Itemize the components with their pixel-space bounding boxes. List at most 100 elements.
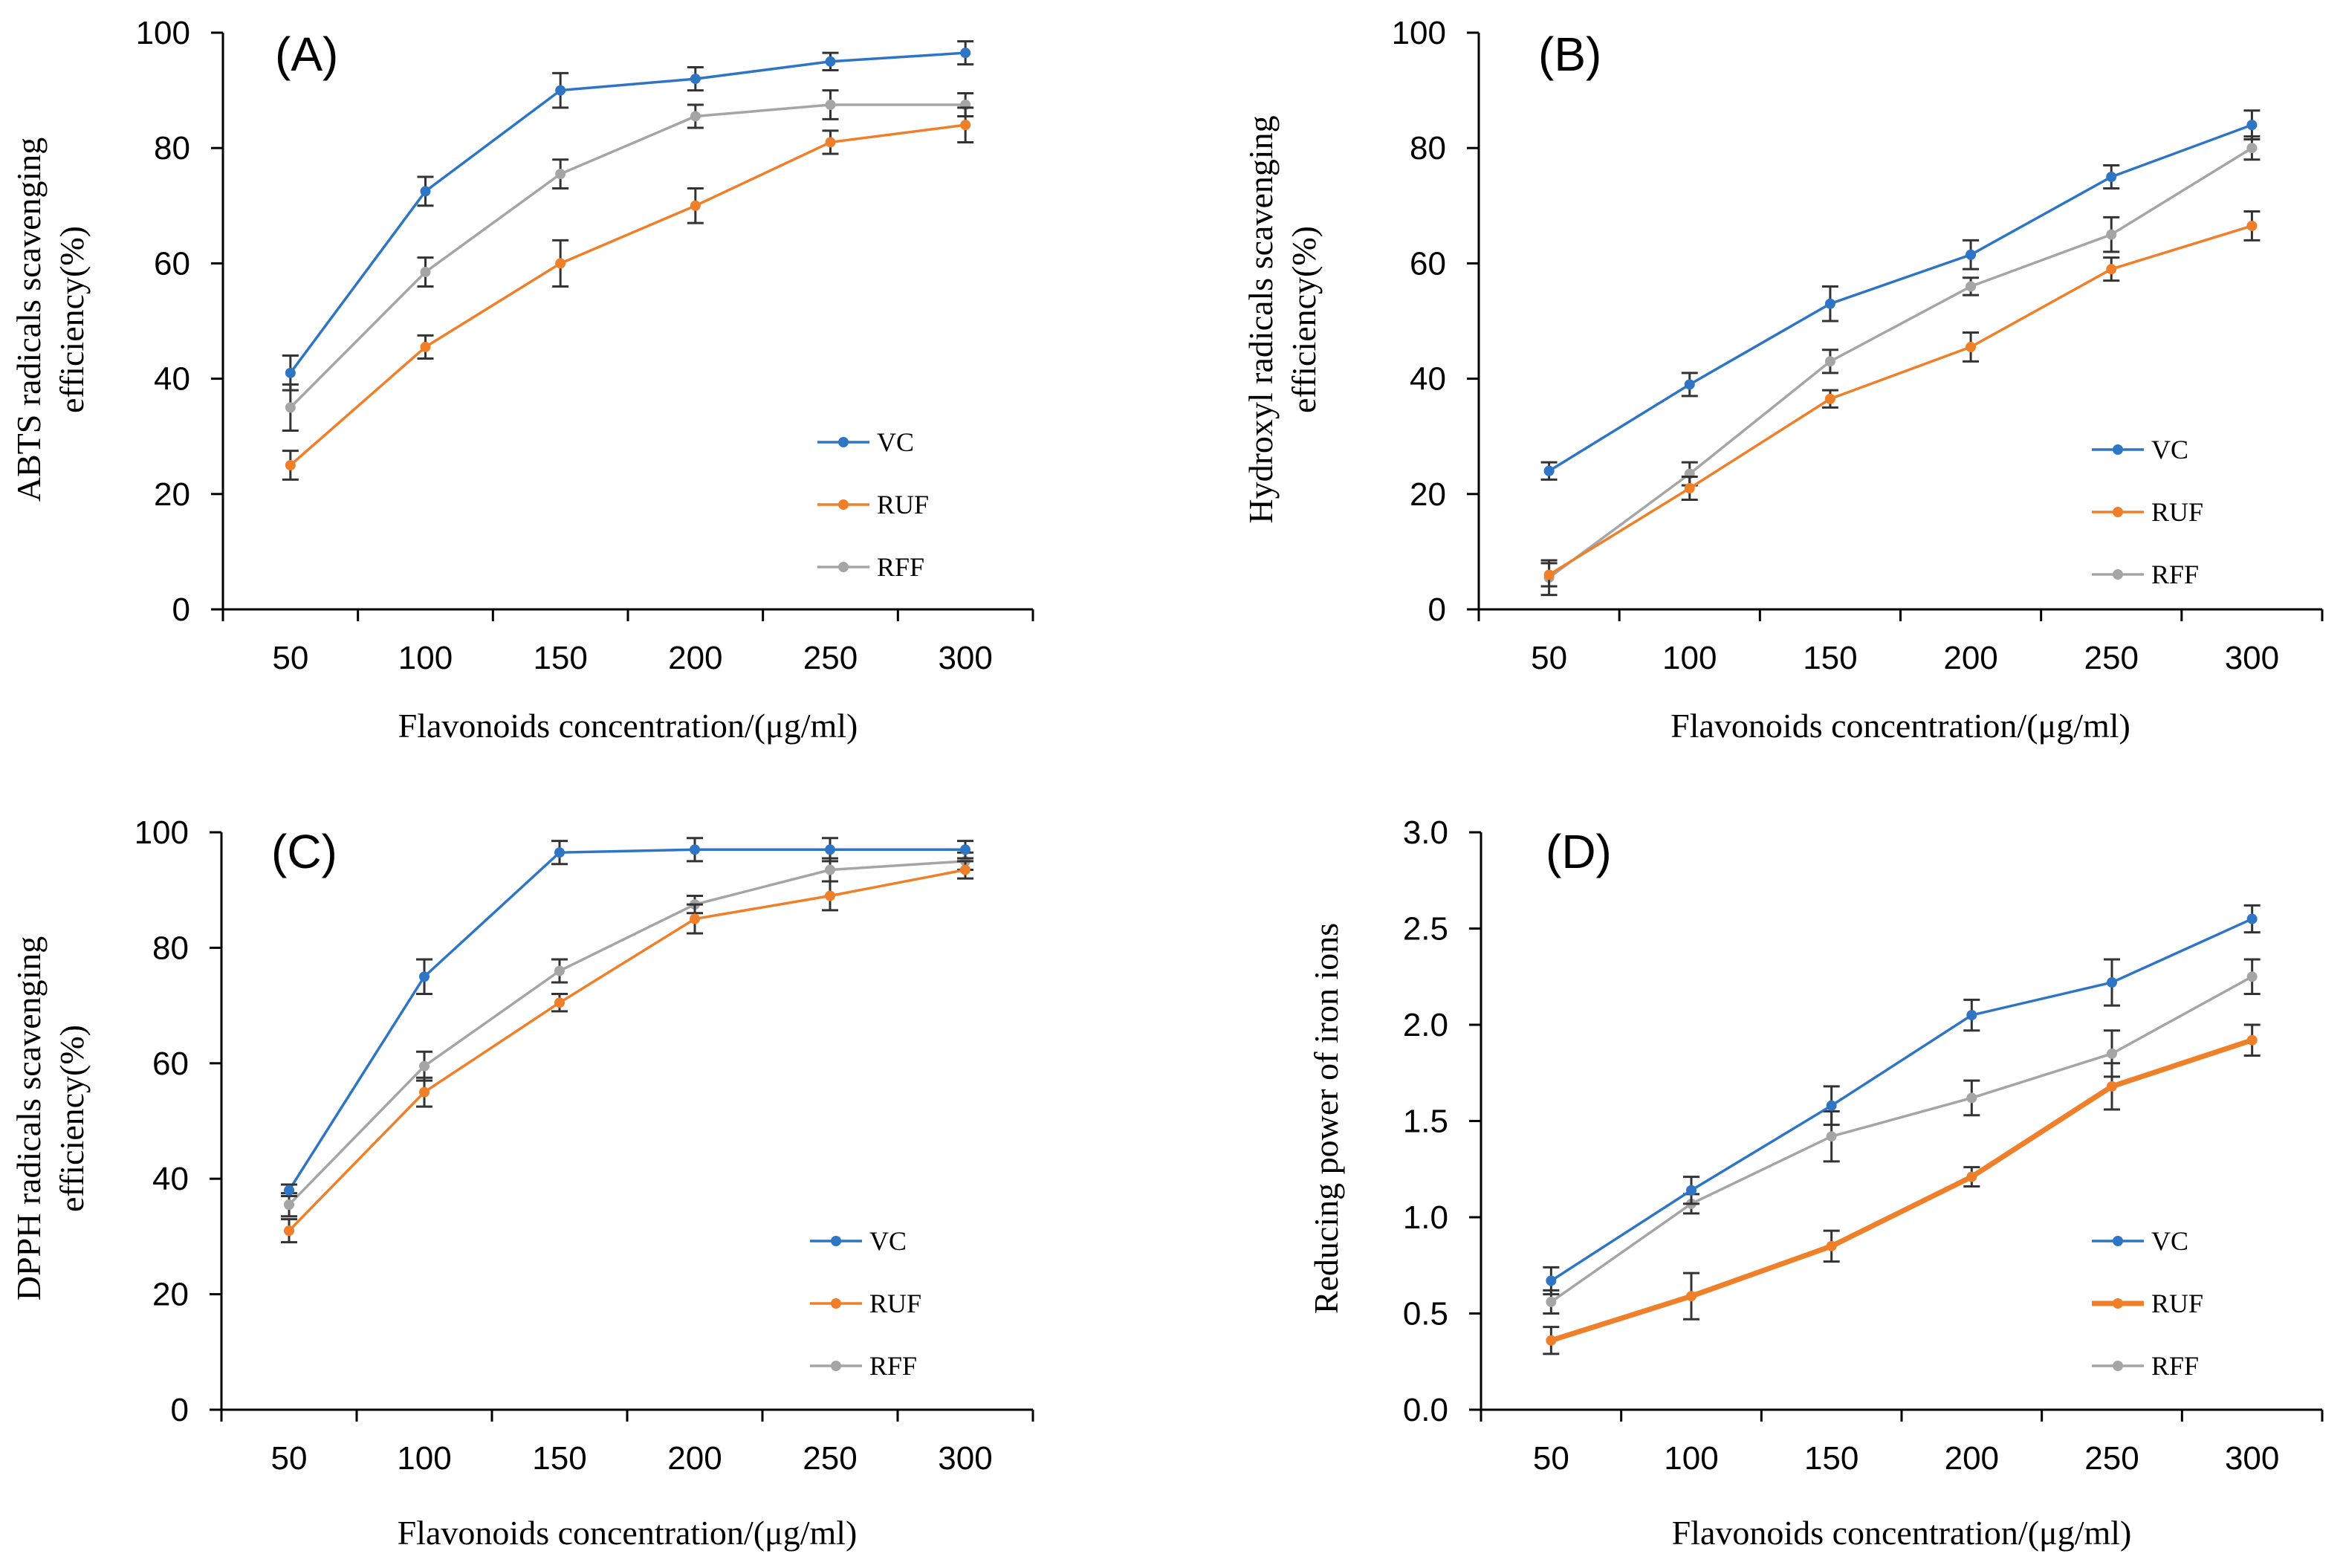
panel-label: (C)	[271, 825, 337, 878]
series-line	[288, 848, 965, 1191]
data-point	[420, 267, 431, 278]
y-axis-title-line: ABTS radicals scavenging	[10, 137, 48, 502]
x-tick-label: 300	[2225, 640, 2279, 676]
x-tick-label: 300	[938, 1440, 992, 1477]
data-point	[419, 1060, 430, 1072]
series-rff	[281, 851, 973, 1218]
y-tick-label: 0	[1428, 592, 1446, 628]
x-tick-label: 100	[1662, 640, 1717, 676]
y-axis-title-line: Hydroxyl radicals scavenging	[1242, 115, 1280, 523]
data-point	[960, 120, 971, 131]
legend-label-rff: RFF	[877, 552, 924, 582]
data-point	[2107, 1081, 2117, 1092]
x-tick-label: 200	[1943, 640, 1997, 676]
y-tick-label: 80	[154, 130, 190, 166]
x-tick-label: 50	[1533, 1440, 1569, 1477]
series-line	[1548, 123, 2253, 473]
data-point	[420, 341, 431, 352]
series-vc	[1540, 109, 2261, 481]
data-point	[555, 258, 566, 269]
data-point	[2107, 977, 2117, 988]
x-tick-label: 50	[1531, 640, 1567, 676]
legend-marker	[831, 1298, 841, 1309]
y-axis-title: Reducing power of iron ions	[1307, 923, 1345, 1314]
data-point	[419, 971, 430, 982]
y-tick-label: 100	[135, 814, 189, 851]
panel-label: (B)	[1538, 27, 1601, 81]
data-point	[284, 1225, 294, 1237]
data-point	[825, 137, 836, 148]
legend-marker	[831, 1236, 841, 1246]
x-tick-label: 100	[398, 640, 453, 676]
series-ruf	[281, 860, 973, 1244]
y-tick-label: 40	[154, 361, 190, 398]
data-point	[1824, 298, 1835, 309]
x-tick-label: 200	[1945, 1440, 1999, 1477]
y-tick-label: 0.0	[1403, 1392, 1448, 1428]
legend-label-ruf: RUF	[869, 1289, 921, 1318]
data-point	[2246, 120, 2258, 131]
x-tick-label: 300	[2225, 1440, 2279, 1477]
y-tick-label: 60	[154, 245, 190, 282]
y-axis-title: Hydroxyl radicals scavenging efficiency(%…	[1242, 115, 1323, 523]
data-point	[1546, 1275, 1557, 1286]
legend-marker	[2113, 507, 2123, 517]
y-tick-label: 1.0	[1403, 1199, 1448, 1236]
data-point	[1686, 1291, 1697, 1302]
y-tick-label: 3.0	[1403, 814, 1448, 851]
chart-panel-a: 0 20 40 60 80 100 50 100 150 200 250 300 Flavonoids …	[10, 15, 1034, 745]
x-tick-label: 150	[532, 1440, 586, 1477]
series-vc	[282, 40, 974, 392]
y-tick-label: 100	[1392, 15, 1446, 51]
x-tick-label: 200	[668, 640, 722, 676]
data-point	[2106, 172, 2117, 182]
y-tick-label: 0	[172, 592, 190, 628]
data-point	[1546, 1335, 1557, 1346]
data-point	[284, 1185, 294, 1196]
series-line	[288, 860, 966, 1206]
chart-panel-d: 0.0 0.5 1.0 1.5 2.0 2.5 3.0 50 100 150 200 250 300 Fl…	[1307, 814, 2324, 1552]
data-point	[825, 844, 835, 855]
legend-label-ruf: RUF	[877, 490, 929, 519]
legend-label-ruf: RUF	[2151, 1289, 2203, 1318]
x-tick-label: 250	[2084, 640, 2139, 676]
series-ruf	[1543, 1023, 2261, 1355]
y-tick-label: 2.0	[1403, 1007, 1448, 1043]
data-point	[690, 74, 701, 85]
y-axis-title-line: DPPH radicals scavenging	[10, 936, 48, 1301]
series-line	[1548, 146, 2253, 579]
x-tick-label: 100	[1664, 1440, 1718, 1477]
legend-marker	[831, 1361, 841, 1371]
y-tick-label: 1.5	[1403, 1104, 1448, 1140]
data-point	[1824, 393, 1835, 404]
series-ruf	[1540, 210, 2261, 588]
data-point	[1826, 1131, 1837, 1142]
data-point	[554, 847, 565, 858]
data-point	[960, 844, 970, 855]
data-point	[1543, 465, 1555, 476]
y-tick-label: 20	[152, 1277, 189, 1313]
legend-marker	[2113, 444, 2123, 455]
x-tick-label: 200	[667, 1440, 722, 1477]
legend-label-vc: VC	[2151, 1226, 2188, 1256]
y-axis-title: DPPH radicals scavenging efficiency(%)	[10, 936, 91, 1301]
y-tick-label: 60	[152, 1046, 189, 1082]
legend: VC RUF RFF	[810, 1226, 921, 1381]
legend-label-rff: RFF	[869, 1351, 917, 1381]
y-tick-label: 0.5	[1403, 1296, 1448, 1332]
y-tick-label: 80	[1410, 130, 1446, 166]
y-tick-label: 20	[1410, 476, 1446, 513]
data-point	[825, 56, 836, 67]
data-point	[1966, 1171, 1977, 1182]
data-point	[554, 997, 565, 1008]
y-axis-title-line: efficiency(%)	[53, 226, 91, 413]
x-tick-label: 50	[272, 640, 308, 676]
data-point	[1966, 249, 1977, 260]
x-axis-title: Flavonoids concentration/(μg/ml)	[398, 1514, 858, 1552]
data-point	[1684, 483, 1695, 494]
data-point	[1826, 1240, 1837, 1251]
y-tick-label: 40	[1410, 361, 1446, 398]
data-point	[690, 111, 701, 122]
data-point	[420, 186, 431, 197]
